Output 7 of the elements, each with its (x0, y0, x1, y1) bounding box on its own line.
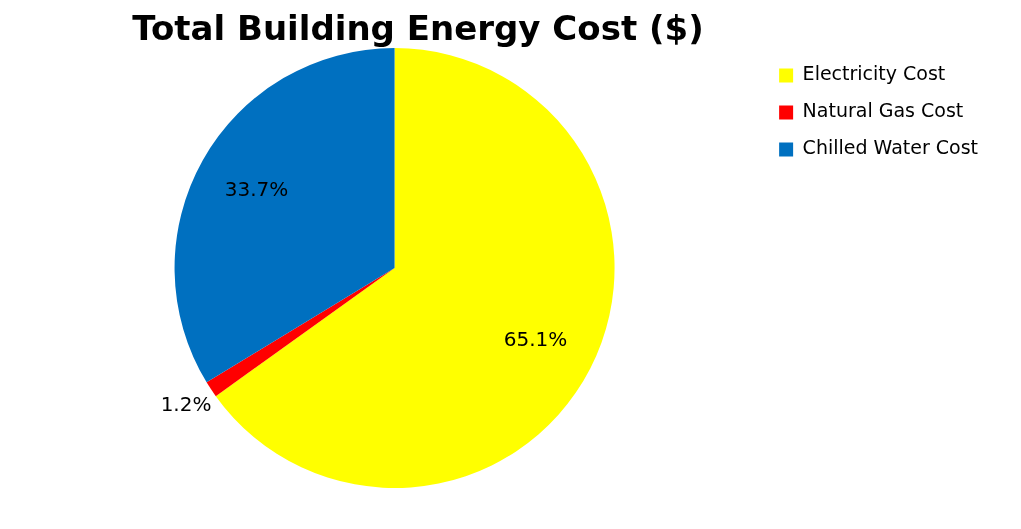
data-label: 65.1% (503, 326, 568, 351)
data-label: 1.2% (160, 392, 212, 417)
legend-label: Chilled Water Cost (802, 136, 979, 159)
data-label: 33.7% (224, 176, 289, 201)
legend-label: Electricity Cost (802, 62, 946, 85)
legend-label: Natural Gas Cost (802, 99, 964, 122)
chart-title: Total Building Energy Cost ($) (131, 8, 705, 48)
